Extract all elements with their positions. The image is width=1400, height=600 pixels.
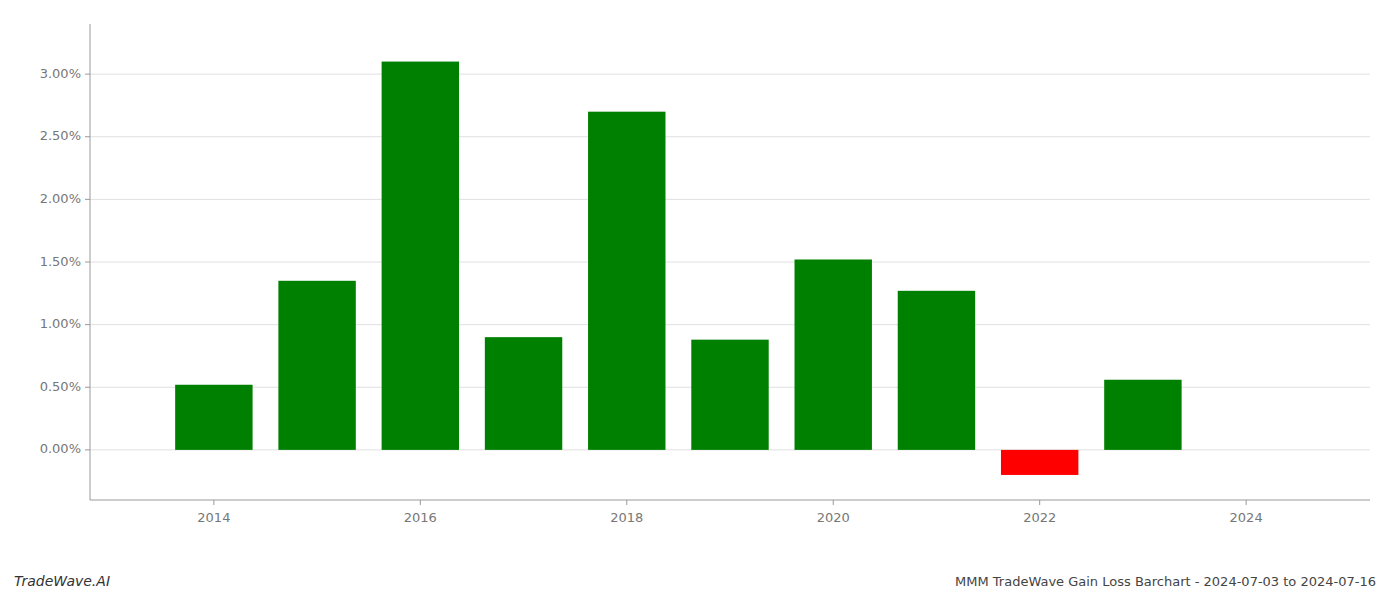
bars (175, 62, 1181, 475)
y-tick-label: 2.00% (40, 191, 81, 206)
x-tick (213, 500, 214, 505)
grid (90, 74, 1370, 450)
x-tick (420, 500, 421, 505)
axes: 0.00% 0.50% 1.00% 1.50% 2.00% 2.50% 3.00% 2014 2… (40, 24, 1370, 525)
x-tick-label: 2014 (197, 510, 230, 525)
x-tick (1039, 500, 1040, 505)
bar (382, 62, 459, 450)
bar (1001, 450, 1078, 475)
chart-svg: 0.00% 0.50% 1.00% 1.50% 2.00% 2.50% 3.00% 2014 2… (0, 0, 1400, 600)
bar (898, 291, 975, 450)
bar (691, 340, 768, 450)
bar (278, 281, 355, 450)
y-tick (85, 449, 90, 450)
y-tick (85, 199, 90, 200)
y-tick-label: 0.50% (40, 379, 81, 394)
bar (485, 337, 562, 450)
watermark: TradeWave.AI (14, 573, 110, 589)
grid-line (90, 74, 1370, 75)
x-axis-line (90, 500, 1370, 501)
y-tick (85, 74, 90, 75)
y-tick-label: 0.00% (40, 441, 81, 456)
x-tick (833, 500, 834, 505)
x-tick (1246, 500, 1247, 505)
x-tick-label: 2024 (1230, 510, 1263, 525)
x-tick-label: 2018 (610, 510, 643, 525)
y-tick-label: 2.50% (40, 128, 81, 143)
x-tick-label: 2020 (817, 510, 850, 525)
x-tick-label: 2016 (404, 510, 437, 525)
grid-line (90, 199, 1370, 200)
chart-container: 0.00% 0.50% 1.00% 1.50% 2.00% 2.50% 3.00% 2014 2… (0, 0, 1400, 600)
bar (1104, 380, 1181, 450)
x-tick-label: 2022 (1023, 510, 1056, 525)
y-tick (85, 262, 90, 263)
y-tick-label: 1.00% (40, 316, 81, 331)
y-tick (85, 387, 90, 388)
x-tick (626, 500, 627, 505)
title: MMM TradeWave Gain Loss Barchart - 2024-… (955, 574, 1376, 589)
grid-line (90, 136, 1370, 137)
grid-line (90, 262, 1370, 263)
y-tick (85, 136, 90, 137)
bar (175, 385, 252, 450)
y-tick-label: 3.00% (40, 66, 81, 81)
y-tick (85, 324, 90, 325)
bar (588, 112, 665, 450)
y-tick-label: 1.50% (40, 254, 81, 269)
bar (795, 259, 872, 449)
